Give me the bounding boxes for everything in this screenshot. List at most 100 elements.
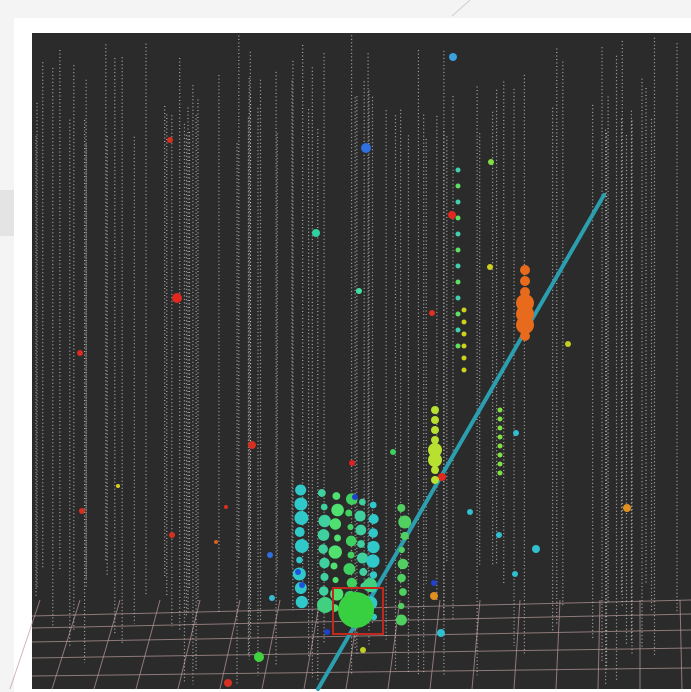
hit (363, 578, 377, 592)
hit (456, 168, 461, 173)
hit (319, 558, 330, 569)
hit (456, 184, 461, 189)
hit (430, 592, 438, 600)
hit (349, 460, 355, 466)
hit (467, 509, 473, 515)
hit (331, 504, 344, 517)
hit (77, 350, 83, 356)
hit (456, 296, 461, 301)
hit (214, 540, 218, 544)
hit (498, 435, 503, 440)
hit (318, 515, 330, 527)
hit (295, 484, 306, 495)
hit (356, 288, 362, 294)
hit (299, 582, 305, 588)
hit (361, 143, 371, 153)
hit (369, 528, 378, 537)
hit (324, 629, 330, 635)
hit (294, 497, 307, 510)
hit (520, 265, 530, 275)
hit (498, 471, 503, 476)
hit (367, 541, 379, 553)
hit (623, 504, 631, 512)
hit (565, 341, 571, 347)
hit (397, 574, 406, 583)
hit (360, 647, 366, 653)
hit (398, 516, 411, 529)
hit (366, 554, 379, 567)
hit (369, 514, 379, 524)
hit (498, 444, 503, 449)
hit (498, 417, 503, 422)
hit (498, 426, 503, 431)
hit (456, 312, 461, 317)
hit (248, 441, 256, 449)
hit (352, 494, 358, 500)
hit (456, 280, 461, 285)
hit (333, 577, 339, 583)
hit (318, 544, 328, 554)
hit (431, 466, 439, 474)
hit (532, 545, 540, 553)
hit (296, 557, 303, 564)
hit (456, 200, 461, 205)
hit (401, 532, 409, 540)
hit (398, 603, 404, 609)
hit (296, 596, 308, 608)
hit (370, 502, 377, 509)
hit (294, 511, 308, 525)
hit (267, 552, 273, 558)
hit (431, 416, 439, 424)
hit (338, 592, 374, 628)
hit (347, 524, 353, 530)
hit (269, 595, 275, 601)
hit (345, 510, 352, 517)
hit (429, 310, 435, 316)
hit (498, 408, 503, 413)
hit (397, 504, 405, 512)
hit (456, 216, 461, 221)
hit (346, 536, 357, 547)
hit (334, 535, 341, 542)
hit (317, 597, 333, 613)
hit (462, 308, 467, 313)
hit (396, 614, 407, 625)
hit (359, 499, 366, 506)
hit (512, 571, 518, 577)
hit (498, 462, 503, 467)
hit (295, 569, 301, 575)
hit (462, 356, 467, 361)
hit (320, 573, 328, 581)
hit (456, 328, 461, 333)
hit (356, 525, 367, 536)
hit (318, 489, 326, 497)
hit (462, 344, 467, 349)
hit (370, 571, 378, 579)
hit (295, 539, 309, 553)
hit (329, 545, 342, 558)
hit (520, 331, 530, 341)
hit (312, 229, 320, 237)
hit (390, 449, 396, 455)
hit (456, 344, 461, 349)
hit (318, 529, 330, 541)
hit (496, 532, 502, 538)
hit (456, 264, 461, 269)
hit (448, 211, 456, 219)
hit (399, 547, 405, 553)
hit (462, 368, 467, 373)
hit (438, 473, 446, 481)
hit (359, 568, 367, 576)
hit (347, 578, 357, 588)
hit (431, 580, 437, 586)
hit (330, 518, 341, 529)
hit (169, 532, 175, 538)
hit (295, 527, 305, 537)
hit (347, 551, 354, 558)
hit (330, 562, 337, 569)
hit (319, 586, 328, 595)
hit (513, 430, 519, 436)
hit (224, 679, 232, 687)
hit (462, 332, 467, 337)
